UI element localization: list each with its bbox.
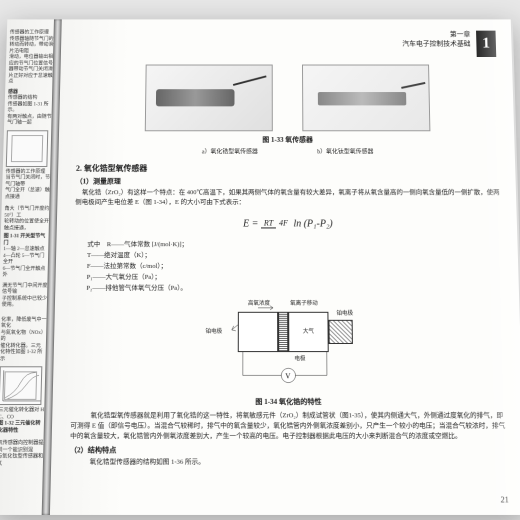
paragraph-3: 氧化锆型传感器的结构如图 1-36 所示。	[69, 458, 507, 469]
photo-sensor-a	[145, 65, 273, 132]
right-page: 第一章 汽车电子控制技术基础 1 图 1-33 氧传感器 a）氧化锆型氧传感器 …	[50, 19, 520, 515]
voltmeter-icon: V	[285, 373, 290, 380]
heading-2: 2. 氧化锆型氧传感器	[76, 163, 500, 175]
chapter-subtitle: 汽车电子控制技术基础	[402, 40, 470, 49]
page-header: 第一章 汽车电子控制技术基础 1	[78, 31, 496, 57]
formula-E: E = RT4F ln (P₁-P₂)	[75, 216, 502, 231]
heading-3: （1）测量原理	[76, 176, 500, 186]
fig-1-31	[6, 130, 48, 167]
chapter-label: 第一章	[402, 31, 470, 40]
fig-1-33-subcaptions: a）氧化锆型氧传感器 b）氧化钛型氧传感器	[76, 148, 499, 157]
chart-curves-icon	[0, 367, 43, 406]
sensor-photos	[77, 65, 499, 132]
where-list: 式中 R——气体常数 [J/(mol·K)]； T——绝对温度（K）； F——法…	[86, 239, 503, 294]
photo-sensor-b	[302, 65, 430, 132]
fig-1-33-caption: 图 1-33 氧传感器	[77, 135, 499, 145]
fig-1-34-caption: 图 1-34 氧化锆的特性	[71, 397, 506, 408]
chapter-number-tab: 1	[476, 31, 496, 57]
paragraph-2: 氧化锆型氧传感器就是利用了氧化锆的这一特性，将氧敏感元件（ZrO₂）制成试管状（…	[70, 411, 507, 443]
heading-structure: （2）结构特点	[70, 445, 508, 456]
fig-1-34-diagram: 高氧浓度 氧离子移动 大气 铂电极 铂电极 电极 V	[197, 300, 380, 391]
paragraph-1: 氧化锆（ZrO₂）有这样一个特点：在 400℃高温下，如果其两侧气体的氧含量有较…	[75, 188, 500, 208]
page-number: 21	[500, 494, 509, 507]
fig-1-32	[0, 366, 42, 405]
